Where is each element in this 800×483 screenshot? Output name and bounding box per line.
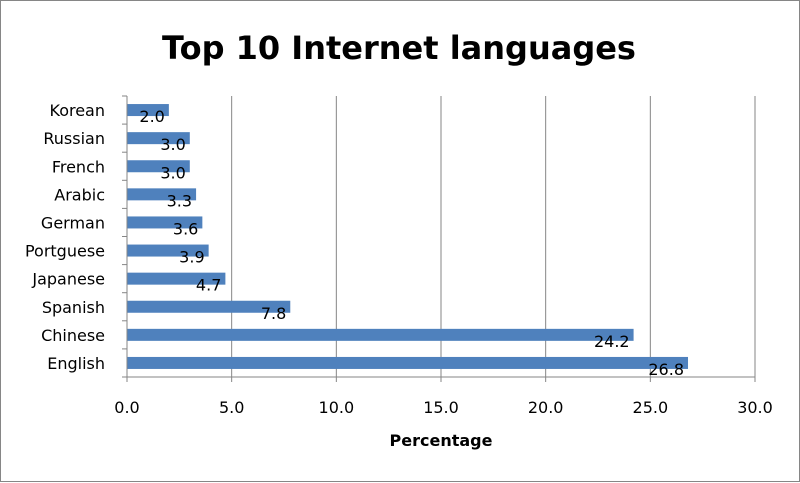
x-tick-label: 0.0 xyxy=(114,398,139,417)
data-label: 3.0 xyxy=(160,135,185,154)
bar xyxy=(127,132,190,145)
category-label: Portguese xyxy=(25,242,105,261)
chart-title: Top 10 Internet languages xyxy=(162,29,636,67)
x-axis-title: Percentage xyxy=(390,431,493,450)
bar xyxy=(127,160,190,173)
tick-labels: 0.0 5.0 10.0 15.0 20.0 25.0 30.0 xyxy=(114,398,773,417)
data-labels: 26.8 24.2 7.8 4.7 3.9 3.6 3.3 3.0 3.0 2.0 xyxy=(139,107,684,379)
x-tick-label: 10.0 xyxy=(319,398,355,417)
bar xyxy=(127,356,689,369)
category-label: French xyxy=(52,157,105,176)
data-label: 4.7 xyxy=(196,276,221,295)
data-label: 26.8 xyxy=(648,360,684,379)
data-label: 3.6 xyxy=(173,219,198,238)
category-label: German xyxy=(41,213,105,232)
category-label: Korean xyxy=(50,101,106,120)
bar xyxy=(127,216,203,229)
data-label: 3.3 xyxy=(167,191,192,210)
data-label: 2.0 xyxy=(139,107,164,126)
data-label: 3.9 xyxy=(179,248,204,267)
axes xyxy=(122,95,756,382)
category-label: Japanese xyxy=(31,270,105,289)
data-label: 7.8 xyxy=(261,304,286,323)
category-label: English xyxy=(47,354,105,373)
category-labels: English Chinese Spanish Japanese Portguese Ge… xyxy=(25,101,105,373)
bar xyxy=(127,104,169,117)
x-tick-label: 20.0 xyxy=(528,398,564,417)
bar xyxy=(127,328,634,341)
category-label: Arabic xyxy=(54,185,105,204)
bar xyxy=(127,188,197,201)
bar xyxy=(127,272,226,285)
data-label: 24.2 xyxy=(594,332,630,351)
category-label: Spanish xyxy=(42,298,105,317)
x-tick-label: 25.0 xyxy=(633,398,669,417)
x-tick-label: 30.0 xyxy=(737,398,773,417)
x-tick-label: 15.0 xyxy=(423,398,459,417)
category-label: Chinese xyxy=(41,326,105,345)
bars xyxy=(127,104,689,369)
bar xyxy=(127,244,209,257)
category-label: Russian xyxy=(43,129,105,148)
data-label: 3.0 xyxy=(160,163,185,182)
bar xyxy=(127,300,291,313)
x-tick-label: 5.0 xyxy=(219,398,244,417)
